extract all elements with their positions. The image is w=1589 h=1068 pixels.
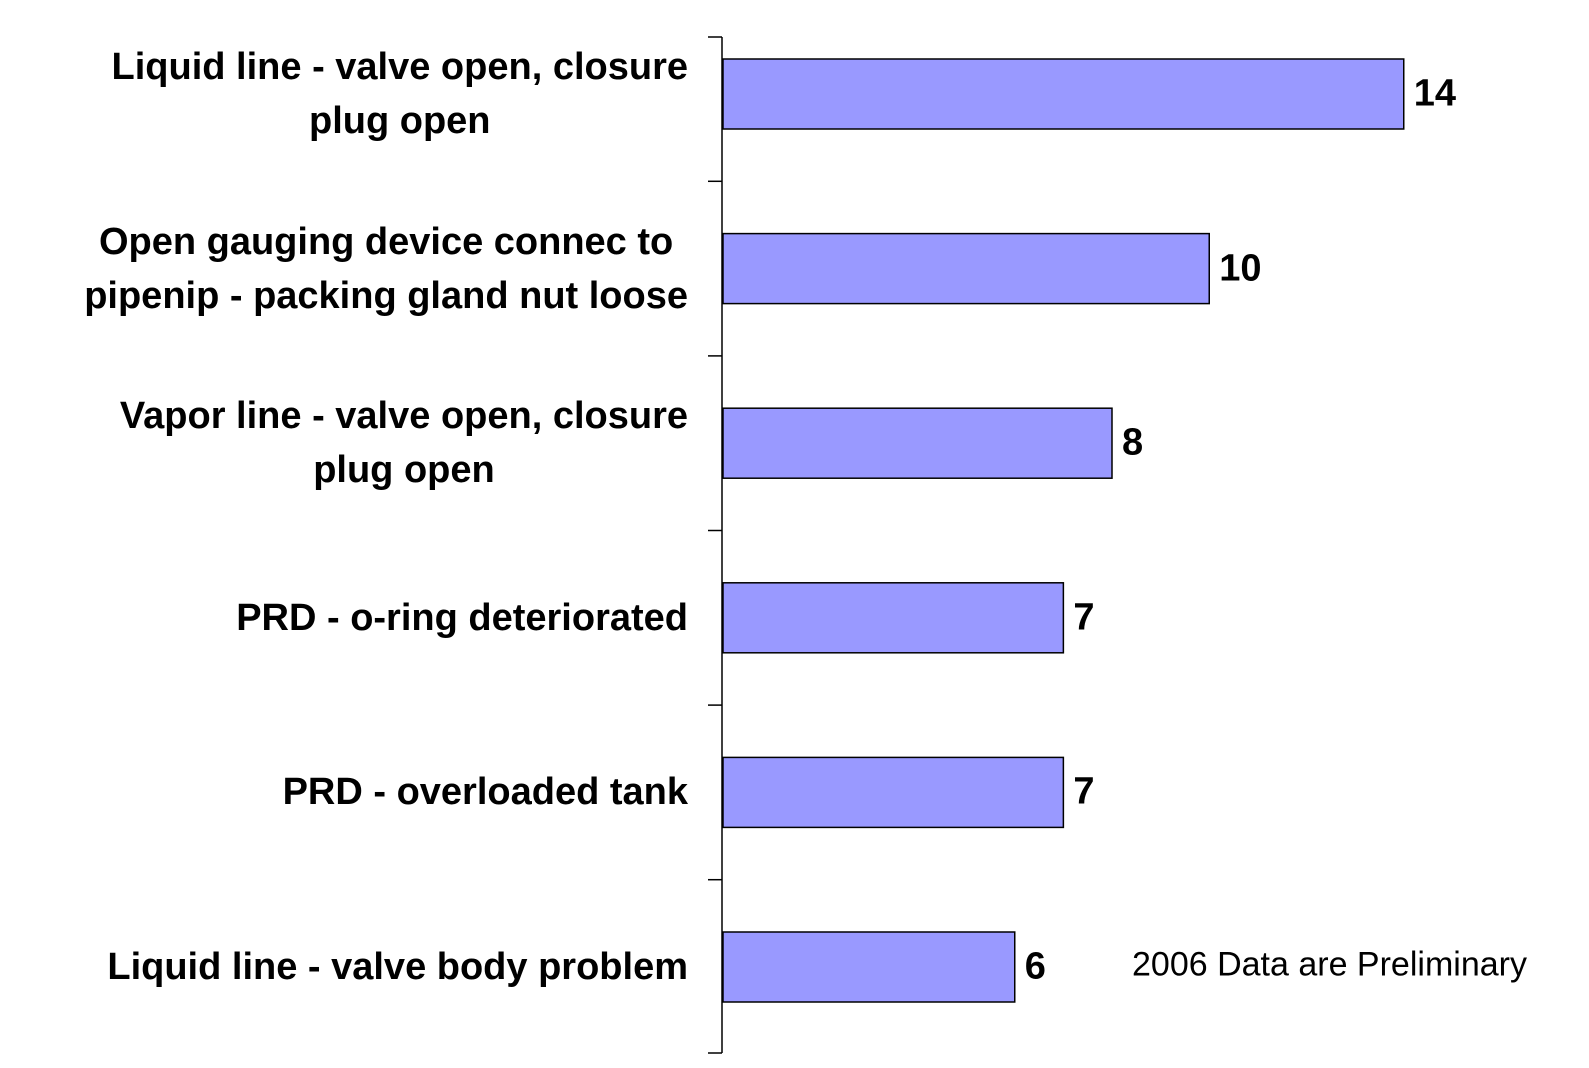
bar — [722, 582, 1065, 654]
value-label: 14 — [1413, 72, 1457, 115]
bar — [722, 407, 1113, 479]
category-label: PRD - o-ring deteriorated — [236, 596, 688, 639]
bar — [722, 58, 1405, 130]
bar — [722, 931, 1016, 1003]
category-label: Open gauging device connec to pipenip - … — [84, 220, 688, 317]
value-label: 7 — [1073, 770, 1095, 813]
bar — [722, 756, 1065, 829]
category-label: Liquid line - valve body problem — [107, 946, 688, 988]
category-label: Vapor line - valve open, closure plug op… — [119, 395, 688, 492]
value-label: 7 — [1073, 596, 1095, 639]
value-label: 8 — [1122, 421, 1144, 464]
value-label: 6 — [1024, 945, 1046, 988]
category-label: Liquid line - valve open, closure plug o… — [111, 46, 688, 142]
annotation: 2006 Data are Preliminary — [1132, 945, 1527, 984]
value-label: 10 — [1219, 247, 1262, 290]
category-label: PRD - overloaded tank — [282, 771, 688, 814]
bar — [722, 232, 1210, 305]
